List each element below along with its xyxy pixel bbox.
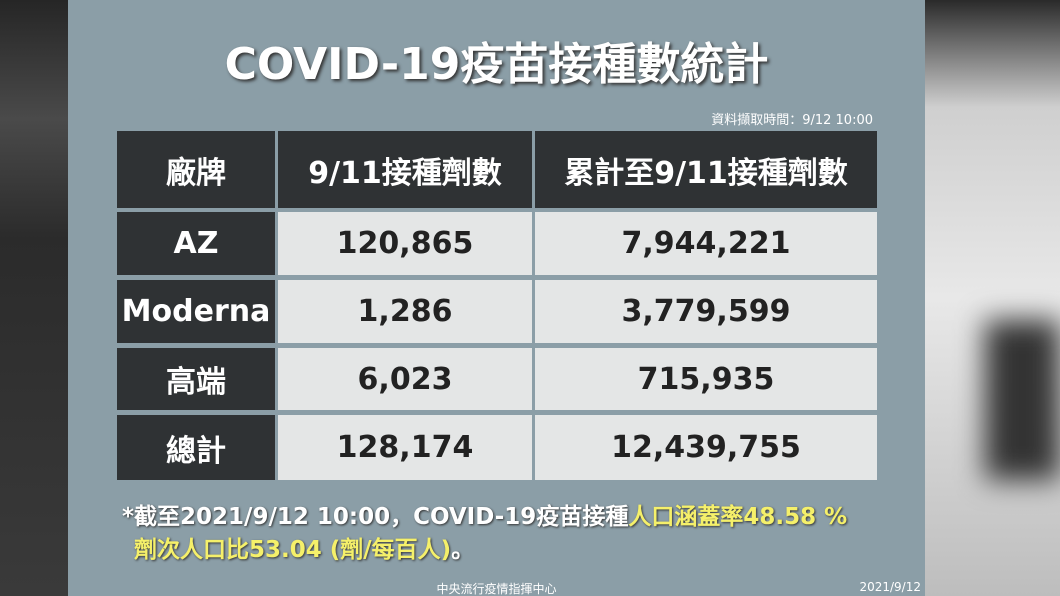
table-cell: 高端 (117, 348, 275, 410)
table-cell: Moderna (117, 280, 275, 343)
table-cell: 總計 (117, 415, 275, 480)
table-cell: 12,439,755 (535, 415, 877, 480)
header-cell: 廠牌 (117, 131, 275, 208)
table-cell: 128,174 (278, 415, 532, 480)
panel: COVID-19疫苗接種數統計 資料擷取時間：9/12 10:00 廠牌 9/11… (68, 0, 925, 596)
source: 中央流行疫情指揮中心 (436, 582, 557, 596)
table-cell: 3,779,599 (535, 280, 877, 343)
table-cell: 1,286 (278, 280, 532, 343)
header-cell: 9/11接種劑數 (278, 131, 532, 208)
table-cell: 7,944,221 (535, 212, 877, 275)
footnote-text: 。 (451, 537, 475, 563)
title: COVID-19疫苗接種數統計 (224, 39, 769, 90)
table-cell: 715,935 (535, 348, 877, 410)
background-right (925, 0, 1060, 596)
header-cell: 累計至9/11接種劑數 (535, 131, 877, 208)
background-left (0, 0, 68, 596)
footnote-line: 劑次人口比53.04 (劑/每百人)。 (134, 530, 474, 564)
table-cell: AZ (117, 212, 275, 275)
date: 2021/9/12 (859, 580, 921, 594)
footnote-highlight: 人口涵蓋率48.58 % (628, 504, 848, 530)
table-cell: 6,023 (278, 348, 532, 410)
timestamp: 資料擷取時間：9/12 10:00 (711, 113, 873, 128)
footnote-text: *截至2021/9/12 10:00，COVID-19疫苗接種 (122, 504, 629, 530)
footnote-line: *截至2021/9/12 10:00，COVID-19疫苗接種人口涵蓋率48.5… (122, 497, 847, 531)
table-cell: 120,865 (278, 212, 532, 275)
footnote-highlight: 劑次人口比53.04 (劑/每百人) (134, 537, 452, 563)
